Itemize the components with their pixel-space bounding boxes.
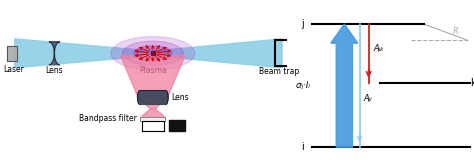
Text: Aⱼₖ: Aⱼₖ [373,44,384,53]
Polygon shape [7,46,17,61]
Text: Laser: Laser [3,65,24,74]
Text: Aⱼᵢ: Aⱼᵢ [363,94,372,103]
Text: Bandpass filter: Bandpass filter [79,114,137,123]
Text: Plasma: Plasma [139,66,167,75]
Polygon shape [142,121,164,131]
Polygon shape [331,24,358,147]
Text: j: j [301,19,304,29]
Ellipse shape [134,46,172,61]
Text: Lens: Lens [171,93,189,102]
Text: k: k [470,78,474,88]
Text: R: R [453,28,459,36]
Polygon shape [137,91,168,104]
Polygon shape [138,98,167,109]
Text: σᵢⱼ·Iₗ: σᵢⱼ·Iₗ [296,81,310,90]
Text: Lens: Lens [46,66,63,75]
Polygon shape [169,120,185,131]
Ellipse shape [122,41,183,66]
Text: i: i [301,142,304,152]
Text: PMT: PMT [146,123,160,129]
Polygon shape [49,42,60,65]
Text: Beam trap: Beam trap [259,67,299,76]
Polygon shape [120,56,185,98]
Polygon shape [141,109,164,117]
Polygon shape [15,39,153,68]
Polygon shape [153,39,282,68]
Polygon shape [140,117,165,121]
Ellipse shape [111,37,195,70]
